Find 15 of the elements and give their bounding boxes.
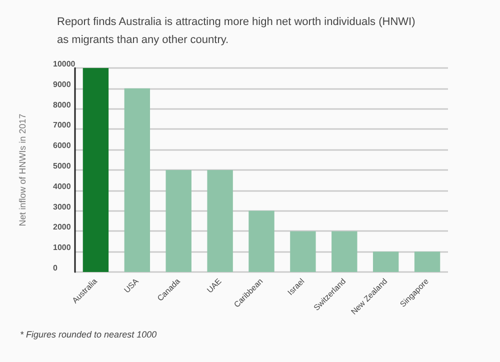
y-tick-label: 6000 (53, 141, 72, 150)
y-tick-label: 5000 (53, 162, 72, 170)
x-tick-label: USA (122, 276, 141, 295)
text: * Figures rounded to nearest 1000 (20, 330, 157, 340)
y-tick-label: 1000 (53, 243, 72, 252)
y-tick-label: 8000 (53, 100, 72, 110)
y-tick-label: 3000 (53, 202, 72, 212)
y-tick-label: 10000 (53, 60, 76, 68)
y-axis-title: Net inflow of HNWIs in 2017 (18, 114, 28, 226)
y-tick-label: 7000 (53, 120, 72, 130)
y-tick-label: 9000 (53, 80, 72, 89)
y-tick-label: 4000 (53, 182, 72, 191)
y-tick-label: 2000 (53, 222, 72, 232)
y-tick-label: 0 (53, 264, 58, 272)
chart-title: Report finds Australia is attracting more high net worth individuals (HNWI) as migrants than any other country. (57, 16, 416, 46)
